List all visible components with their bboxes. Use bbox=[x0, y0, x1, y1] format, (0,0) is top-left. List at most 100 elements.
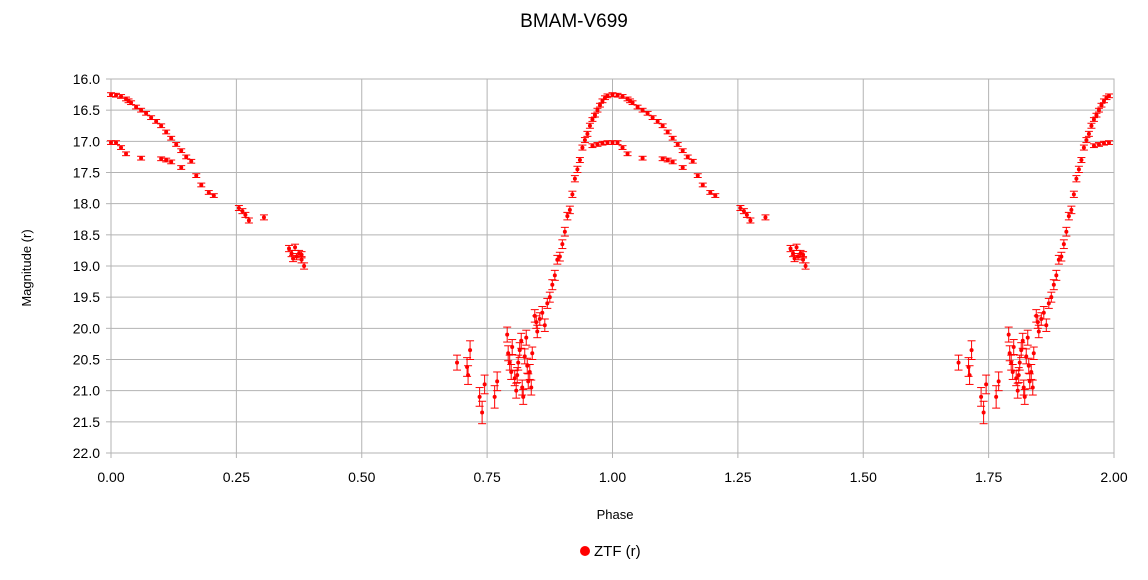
data-marker bbox=[139, 156, 144, 161]
data-marker bbox=[1094, 113, 1099, 118]
data-marker bbox=[645, 111, 650, 116]
data-marker bbox=[801, 252, 806, 257]
data-marker bbox=[246, 218, 251, 223]
data-marker bbox=[507, 360, 512, 365]
data-marker bbox=[1006, 332, 1011, 337]
data-marker bbox=[996, 379, 1001, 384]
y-tick-label: 16.0 bbox=[73, 71, 100, 87]
data-point bbox=[453, 354, 462, 371]
data-marker bbox=[620, 94, 625, 99]
data-point bbox=[638, 107, 647, 113]
data-marker bbox=[236, 206, 241, 211]
data-point bbox=[603, 93, 612, 99]
data-point bbox=[668, 159, 677, 165]
data-marker bbox=[455, 360, 460, 365]
data-point bbox=[204, 190, 213, 195]
data-point bbox=[761, 214, 770, 221]
data-point bbox=[518, 379, 527, 396]
data-point bbox=[1033, 315, 1042, 329]
data-marker bbox=[477, 394, 482, 399]
data-point bbox=[585, 122, 594, 129]
data-marker bbox=[179, 165, 184, 170]
y-axis-tick-labels: 16.0 16.5 17.0 17.5 18.0 18.5 19.0 19.5 20.0 20.5… bbox=[73, 71, 100, 461]
data-point bbox=[527, 379, 536, 396]
data-point bbox=[1094, 107, 1103, 113]
data-marker bbox=[547, 295, 552, 300]
data-marker bbox=[519, 338, 524, 343]
data-point bbox=[1009, 339, 1018, 356]
data-marker bbox=[550, 282, 555, 287]
data-marker bbox=[287, 246, 292, 251]
data-point bbox=[137, 155, 146, 161]
data-point bbox=[464, 365, 473, 385]
data-point bbox=[167, 159, 176, 165]
y-tick-label: 19.0 bbox=[73, 258, 100, 274]
data-point bbox=[1094, 142, 1103, 147]
y-tick-label: 16.5 bbox=[73, 102, 100, 118]
data-marker bbox=[1079, 158, 1084, 163]
data-marker bbox=[565, 214, 570, 219]
data-marker bbox=[984, 382, 989, 387]
data-point bbox=[132, 104, 141, 110]
data-marker bbox=[1069, 207, 1074, 212]
data-marker bbox=[582, 138, 587, 143]
data-marker bbox=[788, 246, 793, 251]
data-marker bbox=[194, 173, 199, 178]
data-marker bbox=[1009, 360, 1014, 365]
data-marker bbox=[605, 93, 610, 98]
data-marker bbox=[1021, 385, 1026, 390]
data-point bbox=[954, 354, 963, 371]
data-marker bbox=[1020, 338, 1025, 343]
data-point bbox=[658, 123, 667, 129]
data-point bbox=[613, 92, 622, 98]
data-point bbox=[1019, 379, 1028, 396]
data-point bbox=[152, 119, 161, 124]
data-marker bbox=[206, 190, 211, 195]
data-point bbox=[678, 148, 687, 154]
data-point bbox=[142, 110, 151, 116]
data-marker bbox=[261, 215, 266, 220]
data-point bbox=[583, 130, 592, 137]
data-point bbox=[668, 135, 677, 141]
data-marker bbox=[1015, 388, 1020, 393]
x-tick-label: 1.50 bbox=[850, 469, 877, 485]
data-marker bbox=[164, 129, 169, 134]
data-marker bbox=[660, 123, 665, 128]
data-marker bbox=[530, 351, 535, 356]
data-point bbox=[595, 102, 604, 108]
y-tick-label: 18.5 bbox=[73, 227, 100, 243]
data-point bbox=[965, 365, 974, 385]
data-point bbox=[1028, 379, 1037, 396]
data-point bbox=[127, 100, 136, 106]
data-marker bbox=[1061, 242, 1066, 247]
data-point bbox=[490, 385, 499, 409]
data-marker bbox=[595, 142, 600, 147]
data-point bbox=[545, 291, 554, 303]
data-marker bbox=[505, 332, 510, 337]
data-point bbox=[1018, 332, 1027, 349]
data-point bbox=[528, 346, 537, 360]
data-point bbox=[688, 158, 697, 164]
data-marker bbox=[580, 145, 585, 150]
data-point bbox=[603, 140, 612, 145]
data-point bbox=[1029, 346, 1038, 360]
data-marker bbox=[695, 173, 700, 178]
data-marker bbox=[1059, 254, 1064, 259]
data-marker bbox=[738, 206, 743, 211]
data-marker bbox=[1049, 295, 1054, 300]
data-marker bbox=[1024, 354, 1029, 359]
data-point bbox=[1022, 348, 1031, 365]
data-marker bbox=[517, 348, 522, 353]
data-marker bbox=[492, 394, 497, 399]
data-point bbox=[505, 354, 514, 371]
data-marker bbox=[124, 151, 129, 156]
data-point bbox=[638, 155, 647, 161]
data-point bbox=[588, 117, 597, 122]
data-marker bbox=[109, 140, 113, 145]
data-marker bbox=[1014, 376, 1019, 381]
data-point bbox=[107, 92, 115, 97]
data-marker bbox=[575, 167, 580, 172]
data-point bbox=[588, 143, 597, 149]
data-point bbox=[548, 279, 557, 291]
